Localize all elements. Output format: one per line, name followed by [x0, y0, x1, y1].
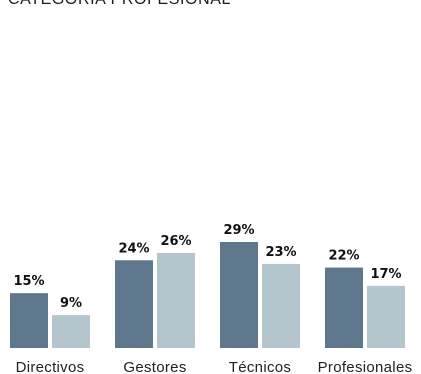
bar-directivos-s1 — [10, 293, 48, 348]
bar-profesionales-s1 — [325, 267, 363, 348]
data-label-gestores-s1: 24% — [118, 241, 149, 256]
bar-gestores-s2 — [157, 252, 195, 348]
chart-title: CATEGORÍA PROFESIONAL — [8, 0, 231, 9]
data-label-directivos-s2: 9% — [60, 296, 82, 311]
x-tick-label-técnicos: Técnicos — [229, 359, 291, 374]
x-tick-label-directivos: Directivos — [16, 359, 85, 374]
bar-técnicos-s2 — [262, 263, 300, 348]
data-label-técnicos-s2: 23% — [265, 245, 296, 260]
data-label-técnicos-s1: 29% — [223, 223, 254, 238]
x-tick-label-profesionales: Profesionales — [318, 359, 413, 374]
data-label-directivos-s1: 15% — [13, 274, 44, 289]
data-label-gestores-s2: 26% — [160, 234, 191, 249]
data-label-profesionales-s2: 17% — [370, 267, 401, 282]
bar-directivos-s2 — [52, 315, 90, 348]
bar-técnicos-s1 — [220, 242, 258, 348]
bar-gestores-s1 — [115, 260, 153, 348]
bar-profesionales-s2 — [367, 285, 405, 348]
data-label-profesionales-s1: 22% — [328, 249, 359, 264]
x-tick-label-gestores: Gestores — [123, 359, 186, 374]
